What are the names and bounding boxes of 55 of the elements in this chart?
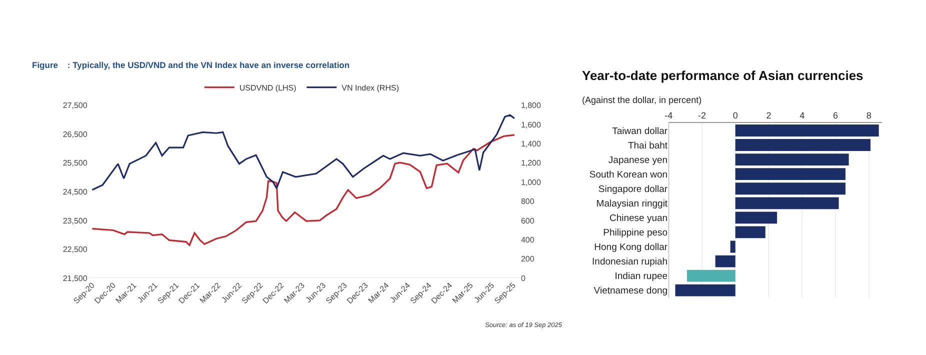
y-tick-label: Thai baht (628, 140, 668, 152)
line-series (91, 134, 516, 246)
legend-label: USDVND (LHS) (239, 83, 297, 92)
y-tick-label: Japanese yen (608, 154, 668, 166)
y-tick-label: Philippine peso (603, 228, 668, 239)
y2-tick-label: 400 (520, 235, 535, 244)
x-tick-label: 4 (800, 110, 805, 121)
y-tick-label: 25,500 (62, 158, 88, 168)
y-tick-label: 26,500 (62, 130, 88, 139)
legend-label: VN Index (RHS) (342, 83, 400, 92)
bar (735, 197, 839, 210)
x-tick-label: 0 (732, 110, 738, 121)
y-tick-label: South Korean won (589, 169, 668, 180)
x-tick-label: 2 (766, 110, 772, 121)
y-tick-label: Singapore dollar (598, 184, 668, 195)
y-tick-label: Taiwan dollar (612, 126, 668, 137)
bar (735, 154, 849, 166)
bar (735, 182, 846, 195)
y2-tick-label: 1,200 (520, 158, 542, 168)
y2-tick-label: 1,000 (520, 178, 542, 187)
y-tick-label: 24,500 (62, 187, 88, 196)
bar (730, 240, 736, 253)
x-tick-label: 6 (832, 110, 838, 121)
y2-tick-label: 1,800 (520, 101, 542, 110)
chart-title: Figure : Typically, the USD/VND and the VN Index have an inverse correlation (32, 60, 350, 70)
bar (686, 270, 736, 282)
bar (735, 168, 846, 180)
chart-title: Year-to-date performance of Asian currencies (582, 68, 864, 83)
bar (715, 255, 736, 268)
y-tick-label: Chinese yuan (609, 213, 668, 224)
y-tick-label: 21,500 (62, 274, 88, 283)
x-tick-label: 8 (866, 110, 872, 121)
y-tick-label: Hong Kong dollar (594, 242, 668, 254)
y-tick-label: Vietnamese dong (594, 286, 668, 297)
y2-tick-label: 800 (520, 197, 535, 206)
y2-tick-label: 200 (520, 254, 535, 264)
bar (675, 284, 736, 296)
x-tick-label: -4 (664, 110, 673, 121)
bar (735, 124, 879, 136)
chart-subtitle: (Against the dollar, in percent) (582, 95, 702, 105)
bar (735, 139, 870, 151)
y-tick-label: 23,500 (62, 216, 88, 226)
y2-tick-label: 1,600 (520, 120, 542, 130)
y-tick-label: 22,500 (62, 245, 88, 254)
bar (735, 212, 778, 224)
y2-tick-label: 1,400 (520, 139, 542, 148)
line-series (91, 114, 516, 191)
y2-tick-label: 600 (520, 216, 535, 226)
x-tick-label: -2 (698, 110, 706, 121)
y2-tick-label: 0 (520, 274, 526, 283)
y-tick-label: Malaysian ringgit (596, 198, 668, 210)
y-tick-label: 27,500 (62, 101, 88, 110)
y-tick-label: Indonesian rupiah (592, 256, 668, 268)
bar (735, 226, 766, 238)
y-tick-label: Indian rupee (614, 271, 668, 282)
